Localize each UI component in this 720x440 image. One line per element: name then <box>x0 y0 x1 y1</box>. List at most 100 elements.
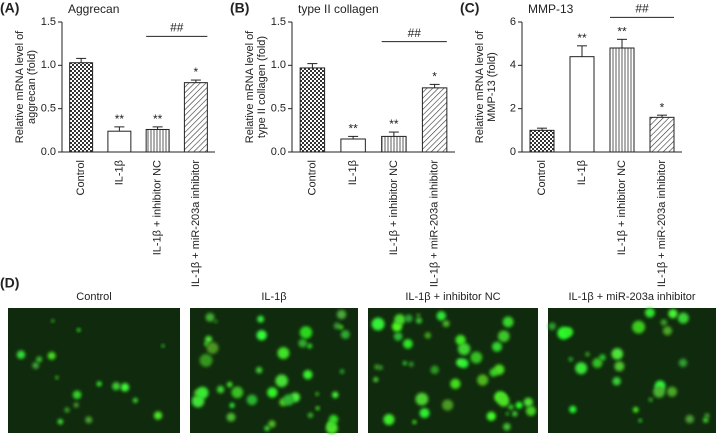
cell <box>256 330 267 341</box>
error-bar <box>617 38 627 48</box>
cell <box>477 374 489 386</box>
cell <box>685 414 694 424</box>
cell <box>374 364 380 370</box>
cell <box>36 356 43 363</box>
cell <box>470 351 483 364</box>
significance-label: ** <box>115 112 125 126</box>
error-bar <box>577 45 587 57</box>
cell <box>339 369 345 374</box>
error-bar <box>657 114 667 118</box>
cell <box>611 348 624 360</box>
micrograph <box>368 308 538 433</box>
cell <box>275 374 288 388</box>
cell <box>455 334 466 346</box>
cell <box>76 328 81 332</box>
x-tick-label: IL-1β + inhibitor NC <box>152 160 164 255</box>
y-tick-label: 1.5 <box>41 16 56 28</box>
cell <box>632 320 646 334</box>
cell <box>333 322 341 330</box>
y-tick-label: 1.0 <box>271 59 286 71</box>
y-tick-label: 1.5 <box>271 16 286 28</box>
cell <box>515 401 523 409</box>
micrograph <box>190 308 358 435</box>
cell <box>132 397 138 403</box>
cell <box>199 353 213 367</box>
cell <box>677 312 689 324</box>
cell <box>55 375 59 380</box>
cell <box>704 413 710 419</box>
bracket-label: ## <box>635 2 649 16</box>
cell <box>267 387 278 398</box>
cell <box>575 362 588 375</box>
cell <box>424 332 432 339</box>
bar <box>569 56 595 153</box>
cell <box>491 341 503 352</box>
cell <box>268 420 276 428</box>
error-bar <box>307 63 318 68</box>
cell <box>340 329 350 339</box>
x-tick-label: Control <box>306 160 318 195</box>
cell <box>32 362 40 369</box>
y-tick-label: 0.5 <box>271 103 286 115</box>
cell <box>408 361 414 367</box>
panel-label: (B) <box>230 0 249 16</box>
cell <box>153 411 163 420</box>
cell <box>505 412 509 416</box>
cell <box>277 347 290 360</box>
cell <box>548 322 557 331</box>
cell <box>402 361 407 366</box>
error-bar <box>152 126 163 130</box>
cell <box>450 378 461 390</box>
cell <box>415 317 423 324</box>
cell <box>436 311 446 321</box>
cell <box>662 326 673 336</box>
cell <box>498 395 510 407</box>
image-title: IL-1β + miR-203a inhibitor <box>568 291 695 303</box>
cell <box>303 370 313 380</box>
error-bar <box>348 135 359 139</box>
x-tick-label: IL-1β + miR-203a inhibitor <box>190 160 202 287</box>
cell <box>493 364 505 375</box>
micrograph-bg <box>190 308 358 433</box>
cell <box>57 418 64 425</box>
bar <box>299 67 326 153</box>
cell <box>16 350 26 359</box>
cell <box>196 386 209 399</box>
bar <box>421 87 448 153</box>
cell <box>231 386 244 399</box>
cell <box>569 405 577 414</box>
cell <box>85 416 93 424</box>
cell <box>283 394 295 406</box>
y-axis-label: Relative mRNA level of <box>474 30 486 143</box>
cell <box>456 358 465 367</box>
significance-label: ** <box>153 112 163 126</box>
cell <box>612 377 621 386</box>
x-tick-label: IL-1β <box>113 160 125 185</box>
cell <box>644 307 655 318</box>
y-tick-label: 0.0 <box>271 146 286 158</box>
cell <box>383 414 395 426</box>
significance-label: * <box>660 100 665 114</box>
x-tick-label: IL-1β + inhibitor NC <box>616 160 628 255</box>
cell <box>226 412 236 422</box>
y-axis-label: Relative mRNA level of <box>244 30 256 143</box>
cell <box>378 365 383 370</box>
cell <box>585 352 590 357</box>
significance-label: * <box>432 70 437 84</box>
cell <box>205 312 215 322</box>
cell <box>47 351 56 360</box>
cell <box>315 392 319 396</box>
cell <box>332 391 339 399</box>
cell <box>96 381 102 387</box>
cell <box>264 425 270 432</box>
y-axis-label: Relative mRNA level of <box>14 30 26 143</box>
error-bar <box>388 131 399 137</box>
significance-label: ** <box>348 122 358 136</box>
cell <box>257 315 265 323</box>
panel-label: (D) <box>0 275 19 291</box>
cell <box>307 343 313 349</box>
cell <box>599 354 606 361</box>
cell <box>315 406 320 411</box>
cell <box>161 344 165 348</box>
cell <box>497 330 510 343</box>
